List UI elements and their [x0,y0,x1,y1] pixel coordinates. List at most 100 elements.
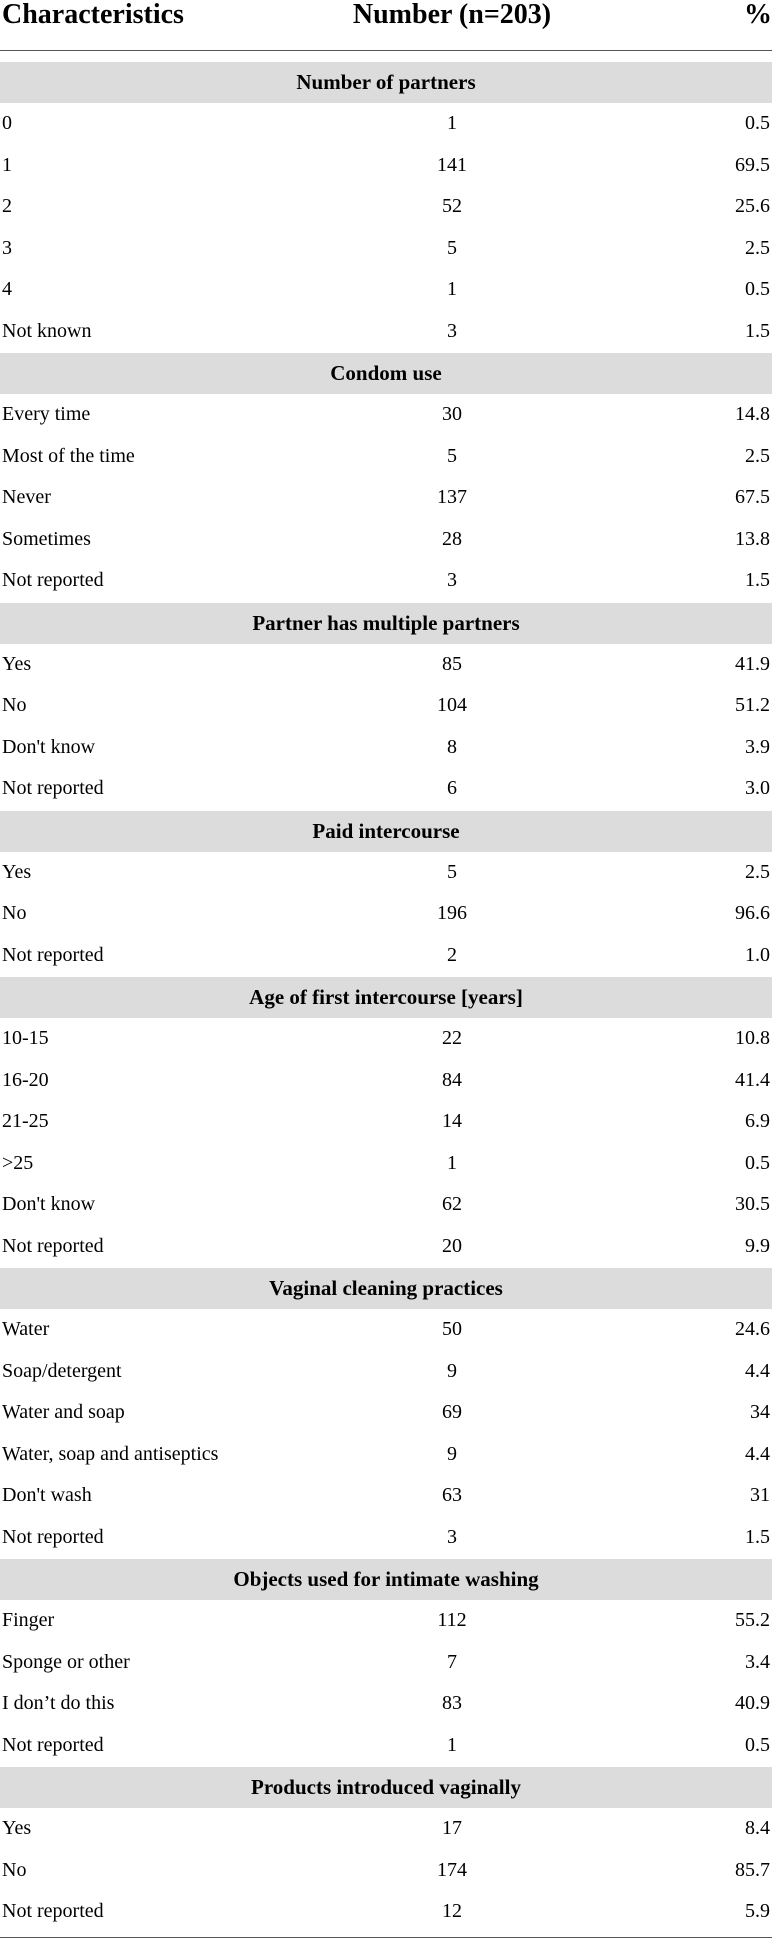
row-label: No [2,902,27,925]
row-percent: 34 [750,1401,770,1424]
table-row: 21-25 14 6.9 [0,1101,772,1143]
row-label: Never [2,486,51,509]
row-label: Not reported [2,1900,104,1923]
row-percent: 1.5 [745,569,770,592]
table-row: Sponge or other 7 3.4 [0,1642,772,1684]
section-title: Partner has multiple partners [0,601,772,644]
table-row: No 174 85.7 [0,1850,772,1892]
table-row: Most of the time 5 2.5 [0,436,772,478]
table-row: 0 1 0.5 [0,103,772,145]
section-title: Age of first intercourse [years] [0,976,772,1018]
row-label: Water and soap [2,1401,125,1424]
row-number: 1 [447,278,457,301]
row-percent: 55.2 [735,1609,770,1632]
table-row: Not reported 1 0.5 [0,1725,772,1767]
row-label: Not reported [2,1733,104,1756]
table-row: Not reported 2 1.0 [0,935,772,977]
row-percent: 67.5 [735,486,770,509]
row-number: 12 [442,1900,462,1923]
row-percent: 0.5 [745,112,770,135]
table-row: Not known 3 1.5 [0,311,772,353]
table-row: Not reported 3 1.5 [0,1517,772,1559]
table-row: Sometimes 28 13.8 [0,519,772,561]
table-row: Finger 112 55.2 [0,1600,772,1642]
row-label: Soap/detergent [2,1359,122,1382]
table-row: >25 1 0.5 [0,1143,772,1185]
row-number: 50 [442,1318,462,1341]
row-percent: 41.9 [735,652,770,675]
row-percent: 14.8 [735,403,770,426]
section-title: Vaginal cleaning practices [0,1267,772,1309]
row-percent: 9.9 [745,1234,770,1257]
row-percent: 3.0 [745,777,770,800]
table-row: Soap/detergent 9 4.4 [0,1351,772,1393]
row-number: 5 [447,444,457,467]
table-row: Yes 5 2.5 [0,852,772,894]
row-percent: 6.9 [745,1110,770,1133]
row-label: >25 [2,1151,34,1174]
row-number: 14 [442,1110,462,1133]
row-percent: 85.7 [735,1858,770,1881]
row-percent: 2.5 [745,444,770,467]
bottom-rule [0,1936,772,1938]
row-number: 69 [442,1401,462,1424]
table-header: Characteristics Number (n=203) % [0,0,772,51]
table-row: Don't know 62 30.5 [0,1184,772,1226]
table-row: Don't know 8 3.9 [0,727,772,769]
table-row: I don’t do this 83 40.9 [0,1683,772,1725]
table-row: 2 52 25.6 [0,186,772,228]
row-percent: 5.9 [745,1900,770,1923]
row-percent: 51.2 [735,694,770,717]
row-number: 20 [442,1234,462,1257]
row-label: Sponge or other [2,1650,130,1673]
row-label: Not reported [2,1525,104,1548]
row-percent: 25.6 [735,195,770,218]
row-label: Every time [2,403,91,426]
row-label: Not reported [2,1234,104,1257]
row-label: Not reported [2,777,104,800]
row-percent: 2.5 [745,236,770,259]
row-number: 52 [442,195,462,218]
table-row: 1 141 69.5 [0,145,772,187]
row-number: 28 [442,527,462,550]
row-percent: 0.5 [745,278,770,301]
row-percent: 10.8 [735,1027,770,1050]
section-title: Products introduced vaginally [0,1766,772,1808]
row-number: 63 [442,1484,462,1507]
row-number: 112 [437,1609,467,1632]
row-percent: 1.5 [745,319,770,342]
row-label: 4 [2,278,12,301]
row-label: 3 [2,236,12,259]
row-label: Water [2,1318,50,1341]
row-percent: 1.5 [745,1525,770,1548]
row-percent: 3.9 [745,735,770,758]
row-label: Not known [2,319,92,342]
row-label: No [2,1858,27,1881]
row-number: 7 [447,1650,457,1673]
row-number: 62 [442,1193,462,1216]
row-label: Not reported [2,943,104,966]
row-label: 2 [2,195,12,218]
row-percent: 31 [750,1484,770,1507]
row-percent: 40.9 [735,1692,770,1715]
row-label: Finger [2,1609,55,1632]
row-percent: 30.5 [735,1193,770,1216]
row-percent: 2.5 [745,860,770,883]
row-number: 83 [442,1692,462,1715]
table-body: Number of partners 0 1 0.5 1 141 69.5 2 52 25.6 3 5… [0,61,772,1933]
table-row: Yes 85 41.9 [0,644,772,686]
table-row: Don't wash 63 31 [0,1475,772,1517]
row-number: 5 [447,236,457,259]
section-title: Paid intercourse [0,809,772,852]
row-percent: 3.4 [745,1650,770,1673]
row-label: 1 [2,153,12,176]
table-row: Water, soap and antiseptics 9 4.4 [0,1434,772,1476]
row-label: Yes [2,652,32,675]
table-row: No 196 96.6 [0,893,772,935]
row-label: Don't know [2,1193,96,1216]
row-percent: 1.0 [745,943,770,966]
row-number: 196 [437,902,467,925]
row-percent: 69.5 [735,153,770,176]
row-percent: 0.5 [745,1733,770,1756]
header-number: Number (n=203) [352,0,552,30]
